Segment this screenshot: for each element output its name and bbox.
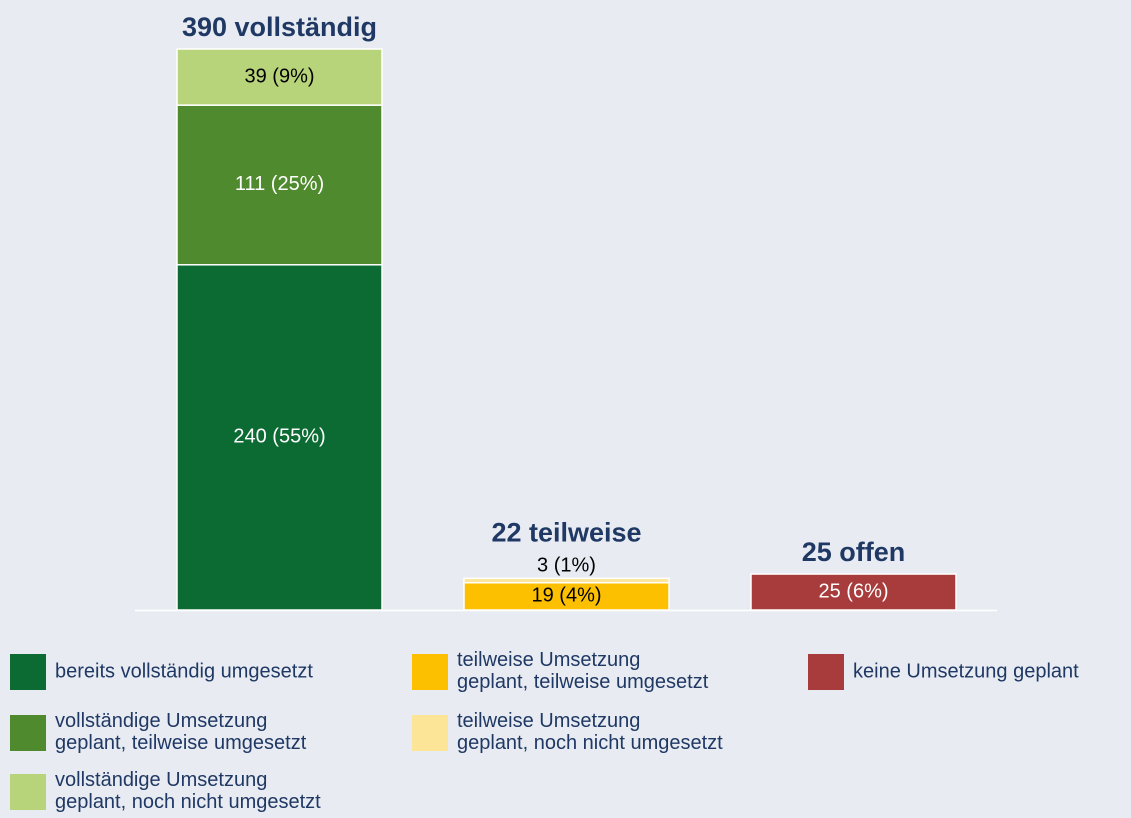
bar-segment: [176, 264, 383, 611]
legend-label: vollständige Umsetzung geplant, noch nich…: [55, 769, 321, 813]
legend-swatch: [10, 715, 46, 751]
legend-label: bereits vollständig umgesetzt: [55, 660, 313, 682]
legend-swatch: [10, 654, 46, 690]
category-label: 390 vollständig: [182, 12, 377, 42]
value-label: 3 (1%): [537, 555, 596, 577]
bar-segment: [463, 577, 670, 584]
bar-segment: [750, 573, 957, 611]
category-label: 22 teilweise: [491, 517, 641, 547]
legend-swatch: [412, 715, 448, 751]
legend-label: teilweise Umsetzung geplant, noch nicht u…: [457, 710, 723, 754]
legend-swatch: [412, 654, 448, 690]
legend-label: teilweise Umsetzung geplant, teilweise um…: [457, 649, 709, 693]
legend-label: vollständige Umsetzung geplant, teilweise…: [55, 710, 307, 754]
legend-swatch: [10, 774, 46, 810]
value-label: 25 (6%): [818, 580, 888, 602]
category-label: 25 offen: [802, 537, 906, 567]
legend-swatch: [808, 654, 844, 690]
legend-label: keine Umsetzung geplant: [853, 660, 1079, 682]
value-label: 240 (55%): [233, 426, 325, 448]
bar-segment: [463, 581, 670, 611]
bar-segment: [176, 104, 383, 266]
value-label: 39 (9%): [244, 65, 314, 87]
bar-segment: [176, 48, 383, 106]
value-label: 19 (4%): [531, 585, 601, 607]
value-label: 111 (25%): [235, 173, 324, 195]
